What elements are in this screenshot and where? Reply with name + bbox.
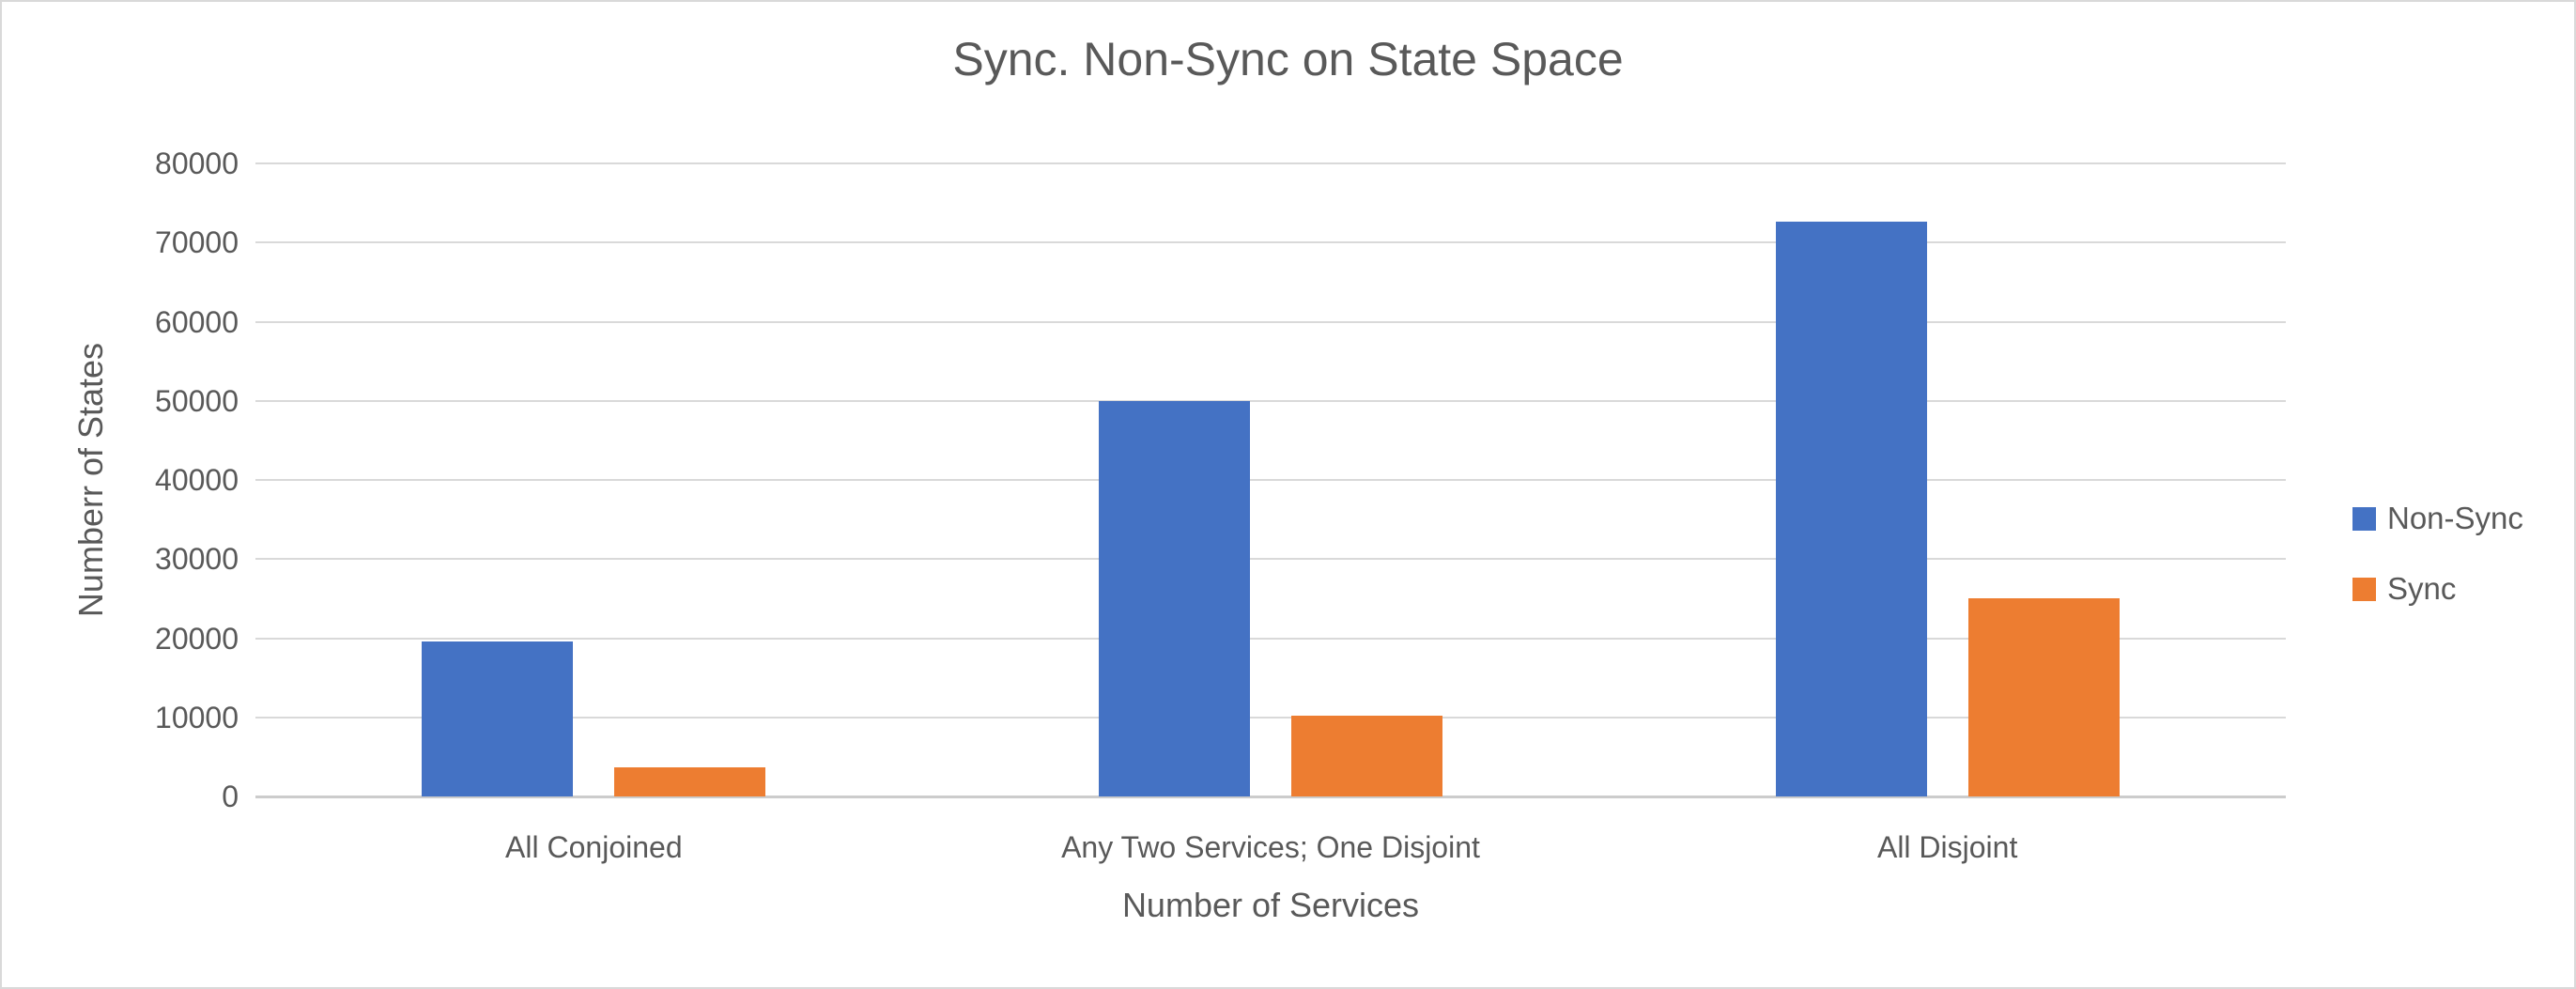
y-tick-label: 50000 (155, 383, 239, 418)
x-category-label: All Conjoined (505, 830, 683, 864)
y-tick-label: 30000 (155, 542, 239, 577)
bar-non-sync (1099, 400, 1250, 796)
x-axis-line (255, 796, 2286, 798)
gridline (255, 399, 2286, 402)
gridline (255, 241, 2286, 244)
gridline (255, 162, 2286, 164)
gridline (255, 637, 2286, 640)
legend-item: Non-Sync (2352, 500, 2523, 537)
legend-swatch-icon (2352, 506, 2376, 531)
y-tick-label: 60000 (155, 304, 239, 339)
y-tick-label: 70000 (155, 225, 239, 260)
legend-label: Sync (2387, 571, 2457, 606)
bar-sync (1291, 716, 1442, 796)
y-tick-label: 40000 (155, 463, 239, 497)
y-tick-label: 0 (222, 780, 239, 813)
legend-item: Sync (2352, 570, 2456, 608)
bar-sync (1967, 598, 2120, 796)
x-axis-title: Number of Services (1121, 886, 1420, 924)
x-category-label: All Disjoint (1876, 830, 2018, 864)
y-tick-label: 80000 (155, 147, 239, 180)
bar-non-sync (1775, 221, 1927, 796)
gridline (255, 716, 2286, 719)
bar-non-sync (422, 641, 574, 796)
bar-sync (614, 766, 766, 796)
gridline (255, 479, 2286, 481)
gridline (255, 558, 2286, 561)
legend-label: Non-Sync (2387, 501, 2523, 535)
legend-swatch-icon (2352, 577, 2376, 601)
chart-title: Sync. Non-Sync on State Space (952, 33, 1624, 85)
x-category-label: Any Two Services; One Disjoint (1061, 830, 1480, 864)
y-tick-label: 10000 (155, 700, 239, 734)
gridline (255, 320, 2286, 323)
y-tick-label: 20000 (155, 621, 239, 656)
